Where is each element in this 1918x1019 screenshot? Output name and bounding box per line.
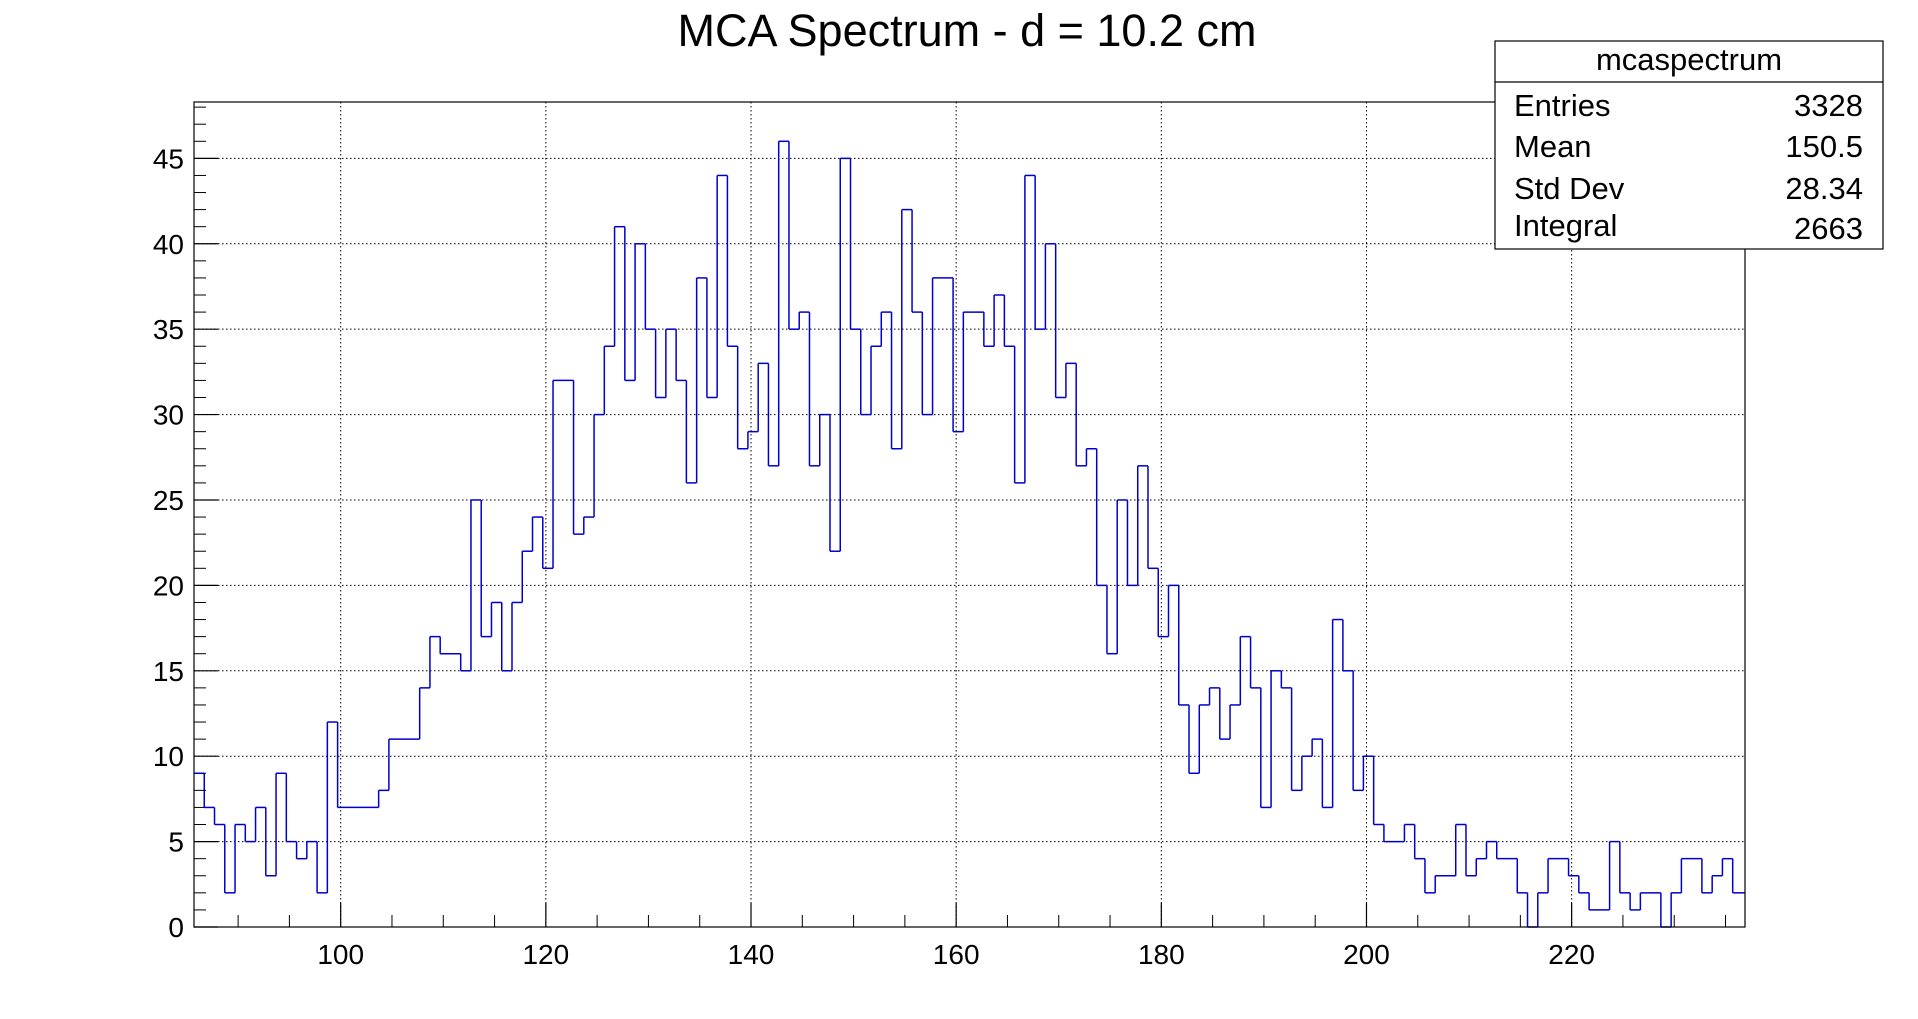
y-tick-label: 15 [153, 656, 184, 687]
y-tick-label: 5 [168, 827, 184, 858]
y-tick-label: 10 [153, 741, 184, 772]
x-tick-label: 180 [1138, 939, 1185, 970]
stats-value-integral: 2663 [1794, 211, 1863, 246]
stats-label-mean: Mean [1514, 129, 1592, 164]
x-tick-label: 220 [1548, 939, 1595, 970]
stats-box-title: mcaspectrum [1596, 42, 1782, 77]
y-tick-label: 20 [153, 570, 184, 601]
stats-label-entries: Entries [1514, 88, 1610, 123]
y-tick-label: 25 [153, 485, 184, 516]
stats-label-integral: Integral [1514, 208, 1617, 243]
stats-label-std-dev: Std Dev [1514, 171, 1625, 206]
stats-value-mean: 150.5 [1785, 129, 1863, 164]
x-tick-label: 120 [522, 939, 569, 970]
tick-labels: 100 120 140 160 180 200 220 0 5 10 15 20 25 30 35 40 45 [153, 143, 1595, 970]
plot-frame [193, 101, 1746, 928]
stats-value-std-dev: 28.34 [1785, 171, 1863, 206]
x-tick-label: 140 [728, 939, 775, 970]
stats-value-entries: 3328 [1794, 88, 1863, 123]
stats-box-frame [1494, 40, 1884, 250]
stats-box: mcaspectrum Entries 3328 Mean 150.5 Std … [1494, 40, 1884, 250]
x-tick-label: 160 [933, 939, 980, 970]
y-tick-label: 35 [153, 314, 184, 345]
chart-title: MCA Spectrum - d = 10.2 cm [678, 5, 1257, 56]
y-tick-label: 45 [153, 143, 184, 174]
x-tick-label: 200 [1343, 939, 1390, 970]
y-tick-label: 40 [153, 229, 184, 260]
data-layer [194, 140, 1745, 928]
y-tick-label: 0 [168, 912, 184, 943]
y-tick-label: 30 [153, 400, 184, 431]
x-tick-label: 100 [317, 939, 364, 970]
